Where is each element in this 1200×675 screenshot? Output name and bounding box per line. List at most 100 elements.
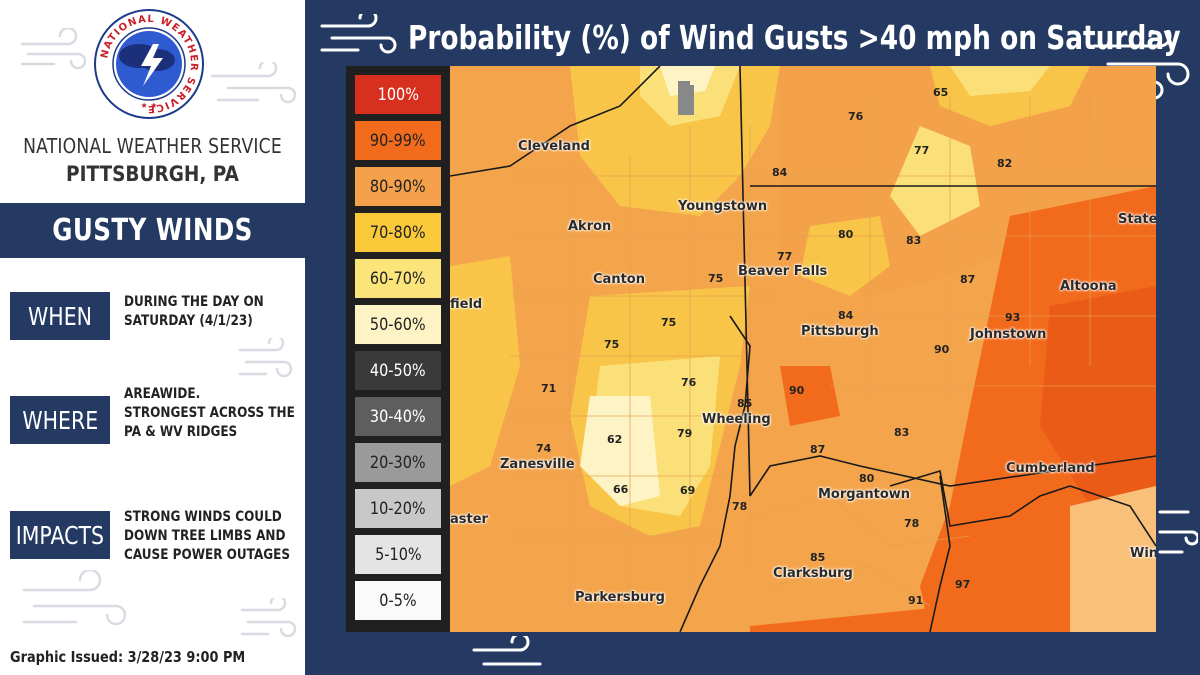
legend-item: 90-99% [355,121,441,160]
wind-decoration-icon [210,62,297,104]
probability-value: 74 [536,442,552,455]
probability-value: 69 [680,484,696,497]
wind-decoration-icon [240,598,297,638]
info-sidebar: NATIONAL WEATHER SERVICE ★ ★ NATIONAL WE… [0,0,305,675]
impacts-text: STRONG WINDS COULD DOWN TREE LIMBS AND C… [124,509,291,563]
legend-label: 10-20% [370,498,426,519]
nws-logo-icon: NATIONAL WEATHER SERVICE ★ ★ [94,9,204,119]
legend-item: 70-80% [355,213,441,252]
city-label: Clarksburg [773,566,853,581]
hazard-title: GUSTY WINDS [52,213,253,248]
probability-value: 93 [1005,311,1021,324]
probability-value: 91 [908,594,924,607]
probability-value: 90 [934,343,950,356]
probability-value: 79 [677,427,693,440]
probability-value: 62 [607,433,623,446]
wind-decoration-icon [238,338,293,378]
legend-label: 20-30% [370,452,426,473]
office-location: PITTSBURGH, PA [66,162,239,186]
impacts-label: IMPACTS [10,511,110,559]
map-graphic [450,66,1156,632]
map-title: Probability (%) of Wind Gusts >40 mph on… [408,18,1181,57]
city-label: Wheeling [702,412,771,427]
legend-item: 20-30% [355,443,441,482]
city-label: Cumberland [1006,461,1095,476]
probability-value: 76 [848,110,864,123]
where-label: WHERE [10,396,110,444]
city-label: Pittsburgh [801,324,879,339]
city-label: Parkersburg [575,590,665,605]
probability-value: 82 [997,157,1013,170]
legend-label: 40-50% [370,360,426,381]
probability-value: 75 [661,316,677,329]
when-label: WHEN [10,292,110,340]
probability-value: 65 [933,86,949,99]
legend-label: 30-40% [370,406,426,427]
probability-value: 83 [906,234,922,247]
city-label: Zanesville [500,457,575,472]
city-label: Morgantown [818,487,911,502]
probability-value: 76 [681,376,697,389]
probability-value: 77 [914,144,930,157]
svg-text:★ ★: ★ ★ [141,101,158,110]
wind-icon [1158,510,1198,554]
legend-label: 50-60% [370,314,426,335]
wind-icon [472,636,542,666]
probability-value: 83 [894,426,910,439]
probability-value: 75 [708,272,724,285]
issued-timestamp: Graphic Issued: 3/28/23 9:00 PM [10,648,246,666]
city-label: Youngstown [678,199,768,214]
city-label: field [450,297,483,312]
city-label: Winc [1130,546,1156,561]
probability-value: 80 [838,228,854,241]
legend-label: 5-10% [374,544,422,565]
legend-item: 30-40% [355,397,441,436]
city-label: Canton [593,272,645,287]
wind-decoration-icon [20,28,87,70]
legend-item: 10-20% [355,489,441,528]
probability-value: 71 [541,382,557,395]
legend-item: 0-5% [355,581,441,620]
hazard-banner: GUSTY WINDS [0,203,305,258]
legend-label: 0-5% [379,590,417,611]
probability-value: 75 [604,338,620,351]
when-text: DURING THE DAY ON SATURDAY (4/1/23) [124,294,264,329]
probability-legend: 100% 90-99% 80-90% 70-80% 60-70% 50-60% 40-50%… [346,66,450,632]
wind-decoration-icon [22,570,127,626]
wind-icon [320,14,397,54]
probability-value: 87 [960,273,976,286]
probability-value: 87 [810,443,826,456]
city-label: Cleveland [518,139,590,154]
probability-value: 78 [904,517,920,530]
legend-label: 80-90% [370,176,426,197]
city-label: Beaver Falls [738,264,828,279]
legend-item: 50-60% [355,305,441,344]
probability-value: 80 [859,472,875,485]
legend-item: 60-70% [355,259,441,298]
legend-item: 80-90% [355,167,441,206]
city-label: Johnstown [970,327,1047,342]
legend-label: 100% [377,84,419,105]
probability-value: 97 [955,578,971,591]
probability-value: 78 [732,500,748,513]
city-label: Altoona [1060,279,1117,294]
city-label: aster [450,512,488,527]
probability-map: Cleveland Youngstown Akron Canton Beaver… [450,66,1156,632]
probability-value: 85 [810,551,826,564]
probability-value: 85 [737,397,753,410]
legend-item: 40-50% [355,351,441,390]
city-label: State [1118,212,1156,227]
office-name: NATIONAL WEATHER SERVICE [23,134,282,158]
probability-value: 84 [772,166,788,179]
probability-value: 84 [838,309,854,322]
probability-value: 77 [777,250,793,263]
probability-value: 66 [613,483,629,496]
legend-label: 70-80% [370,222,426,243]
where-text: AREAWIDE. STRONGEST ACROSS THE PA & WV R… [124,386,295,440]
probability-value: 90 [789,384,805,397]
legend-item: 5-10% [355,535,441,574]
legend-label: 60-70% [370,268,426,289]
legend-label: 90-99% [370,130,426,151]
legend-item: 100% [355,75,441,114]
city-label: Akron [568,219,612,234]
